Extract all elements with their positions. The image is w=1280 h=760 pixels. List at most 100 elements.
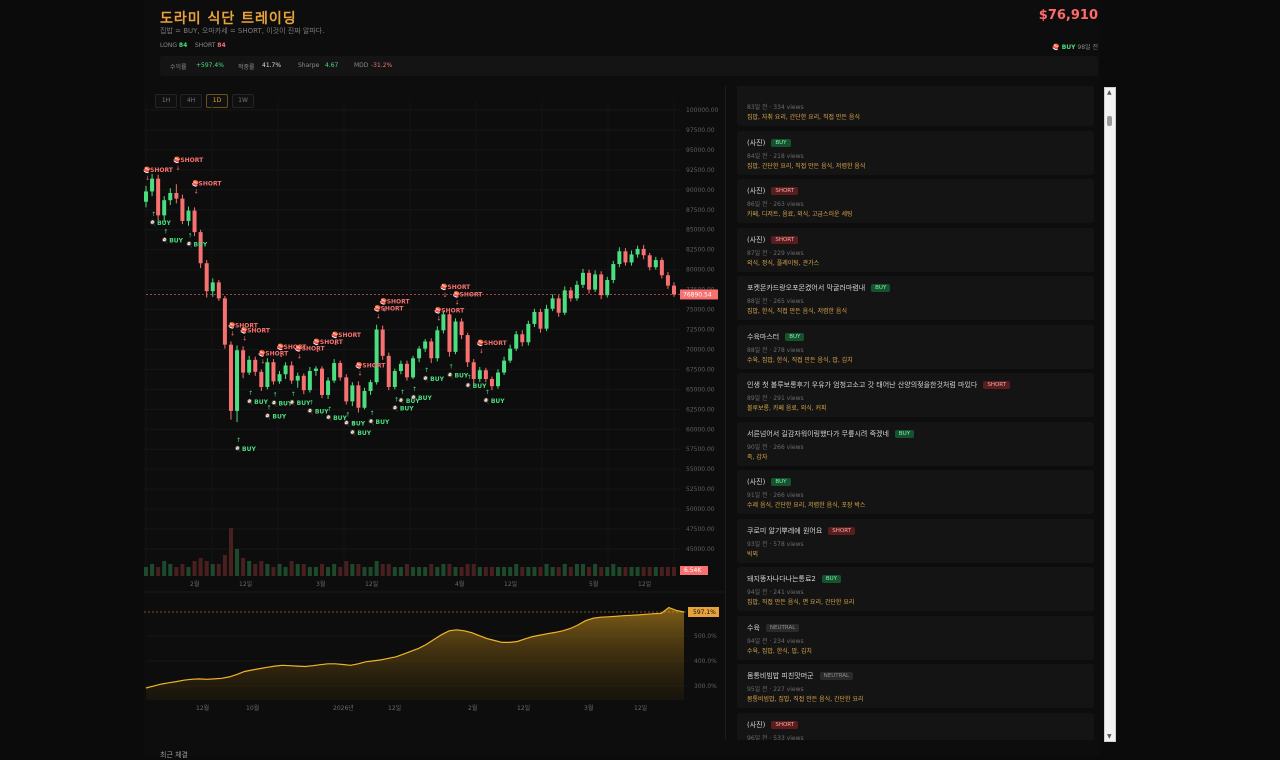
post-item[interactable]: (사진) SHORT 87일 전 · 229 views 외식, 정식, 플레이팅, … [737,227,1094,272]
signal-badge: BUY [821,575,842,583]
candle-body [332,363,337,381]
volume-bar [447,564,452,576]
volume-bar [605,567,610,576]
post-item[interactable]: 돼지똥자나다나는통료2 BUY 94일 전 · 241 views 집밥, 직접 만든… [737,567,1094,611]
candle-body [265,362,270,387]
signal-label: SHORT [320,339,344,346]
candle-body [617,251,622,265]
post-title: 돼지똥자나다나는통료2 BUY [747,574,842,584]
post-genre: 수제 음식, 간단한 요리, 저렴한 음식, 포장 박스 [747,502,866,509]
post-item[interactable]: (사진) SHORT 86일 전 · 263 views 카페, 디저트, 음료, 외… [737,179,1094,223]
volume-bar [665,567,670,576]
post-item[interactable]: 83일 전 · 334 views 집밥, 자취 요리, 간단한 요리, 직접 만… [737,86,1094,126]
short-icon: 🍣 [440,283,448,291]
post-genre: 집밥, 간단한 요리, 직접 만든 음식, 저렴한 음식 [747,162,866,170]
post-item[interactable]: 인생 첫 볼루보롱후기 우유가 엄청고소고 갓 태어난 산양의젖을한것처럼 마있… [737,373,1094,417]
volume-bar [580,564,585,576]
volume-bar [629,567,634,576]
post-item[interactable]: 수육 NEUTRAL 94일 전 · 234 views 수육, 집밥, 한식, 밥,… [737,615,1094,660]
signal-badge: NEUTRAL [819,672,854,680]
signal-label: BUY [473,383,487,390]
signal-badge: BUY [894,429,915,438]
candle-body [344,377,349,402]
food-icon: 🍣 [1052,44,1060,51]
post-genre: 카페, 디저트, 음료, 외식, 고급스러운 세팅 [747,211,853,218]
timeframe-1w[interactable]: 1W [232,94,254,108]
pnl-time-label: 3월 [584,704,593,712]
time-axis-label: 2월 [190,580,199,588]
arrow-down-icon: ↓ [357,370,362,377]
post-item[interactable]: (사진) BUY 84일 전 · 218 views 집밥, 간단한 요리, 직접 만… [737,130,1094,175]
pnl-axis-label: 400.0% [694,658,717,665]
post-title-text: (사진) [747,720,766,729]
arrow-up-icon: ↑ [291,391,296,398]
volume-bar [247,561,252,576]
price-axis-label: 80000.00 [686,267,715,274]
timeframe-4h[interactable]: 4H [180,94,202,108]
volume-bar [192,561,197,576]
candle-body [313,368,318,372]
signal-badge: BUY [785,332,805,341]
signal-label: BUY [430,376,444,383]
signal-label: BUY [278,401,292,408]
position-summary: LONG 84 SHORT 84 [160,42,226,49]
candle-body [629,254,634,263]
volume-bar [174,567,179,576]
candle-body [447,314,452,352]
post-list-scrollbar[interactable]: ▲ ▼ [1104,87,1116,742]
signal-badge: SHORT [771,720,799,729]
candle-body [593,274,598,290]
price-axis-label: 45000.00 [686,546,715,553]
post-genre: 집밥, 한식, 직접 만든 음식, 저렴한 음식 [747,308,847,315]
buy-icon: 🍳 [264,412,271,420]
post-item[interactable]: 수육마스터 BUY 88일 전 · 278 views 수육, 집밥, 한식, 직접 … [737,324,1094,369]
stats-bar: 수익률 +597.4% 적중률 41.7% Sharpe 4.67 MDD -3… [160,56,1098,76]
post-item[interactable]: 쿠로미 알기뿌레에 원어요 SHORT 93일 전 · 578 views 빅뫼 [737,518,1094,563]
post-item[interactable]: 몸통비빔밥 피친맛머군 NEUTRAL 95일 전 · 227 views 몸통비빔밥… [737,664,1094,708]
scrollbar-thumb[interactable] [1107,116,1112,126]
post-item[interactable]: (사진) BUY 91일 전 · 266 views 수제 음식, 간단한 요리, 저… [737,470,1094,514]
candle-body [326,380,331,395]
candle-body [538,311,543,329]
arrow-up-icon: ↑ [266,404,271,411]
candle-body [283,365,288,375]
scroll-up-icon[interactable]: ▲ [1107,89,1112,96]
signal-label: BUY [169,238,183,245]
candle-body [508,348,513,361]
post-title-text: 인생 첫 볼루보롱후기 우유가 엄청고소고 갓 태어난 산양의젖을한것처럼 마있… [747,381,978,389]
post-genre: 외식, 정식, 플레이팅, 관가스 [747,259,820,267]
price-axis-label: 100000.00 [686,107,719,114]
candle-body [144,191,148,202]
arrow-down-icon: ↓ [455,299,460,306]
signal-label: BUY [193,242,207,249]
signal-label: SHORT [362,362,386,369]
buy-icon: 🍳 [422,375,429,383]
price-axis-label: 60000.00 [686,426,715,433]
volume-bar [144,567,148,576]
short-icon: 🍣 [331,331,339,339]
volume-bar [550,567,555,576]
post-item[interactable]: 포켓몬카드랑오포몬켰어서 막굴러마렴내 BUY 88일 전 · 265 views 집… [737,276,1094,320]
candle-body [635,248,640,255]
arrow-up-icon: ↑ [151,211,156,218]
pnl-time-label: 12일 [517,704,530,712]
timeframe-1h[interactable]: 1H [155,94,177,108]
scroll-down-icon[interactable]: ▼ [1107,733,1112,740]
arrow-up-icon: ↑ [327,406,332,413]
volume-bar [465,564,470,576]
post-item[interactable]: 서른넘어서 길감자워이링했다가 무릎시려 죽겠네 BUY 90일 전 · 266 v… [737,421,1094,466]
signal-badge: SHORT [771,235,799,244]
volume-bar [641,567,646,576]
candle-body [580,272,585,285]
post-list[interactable]: 83일 전 · 334 views 집밥, 자취 요리, 간단한 요리, 직접 만… [737,86,1095,740]
signal-label: SHORT [199,180,223,187]
volume-bar [526,567,531,576]
volume-bar [283,567,288,576]
volume-bar [635,567,640,576]
candle-body [241,350,246,373]
post-meta: 93일 전 · 578 views [747,540,804,548]
candle-body [520,334,525,343]
post-title: 수육마스터 BUY [747,332,805,342]
